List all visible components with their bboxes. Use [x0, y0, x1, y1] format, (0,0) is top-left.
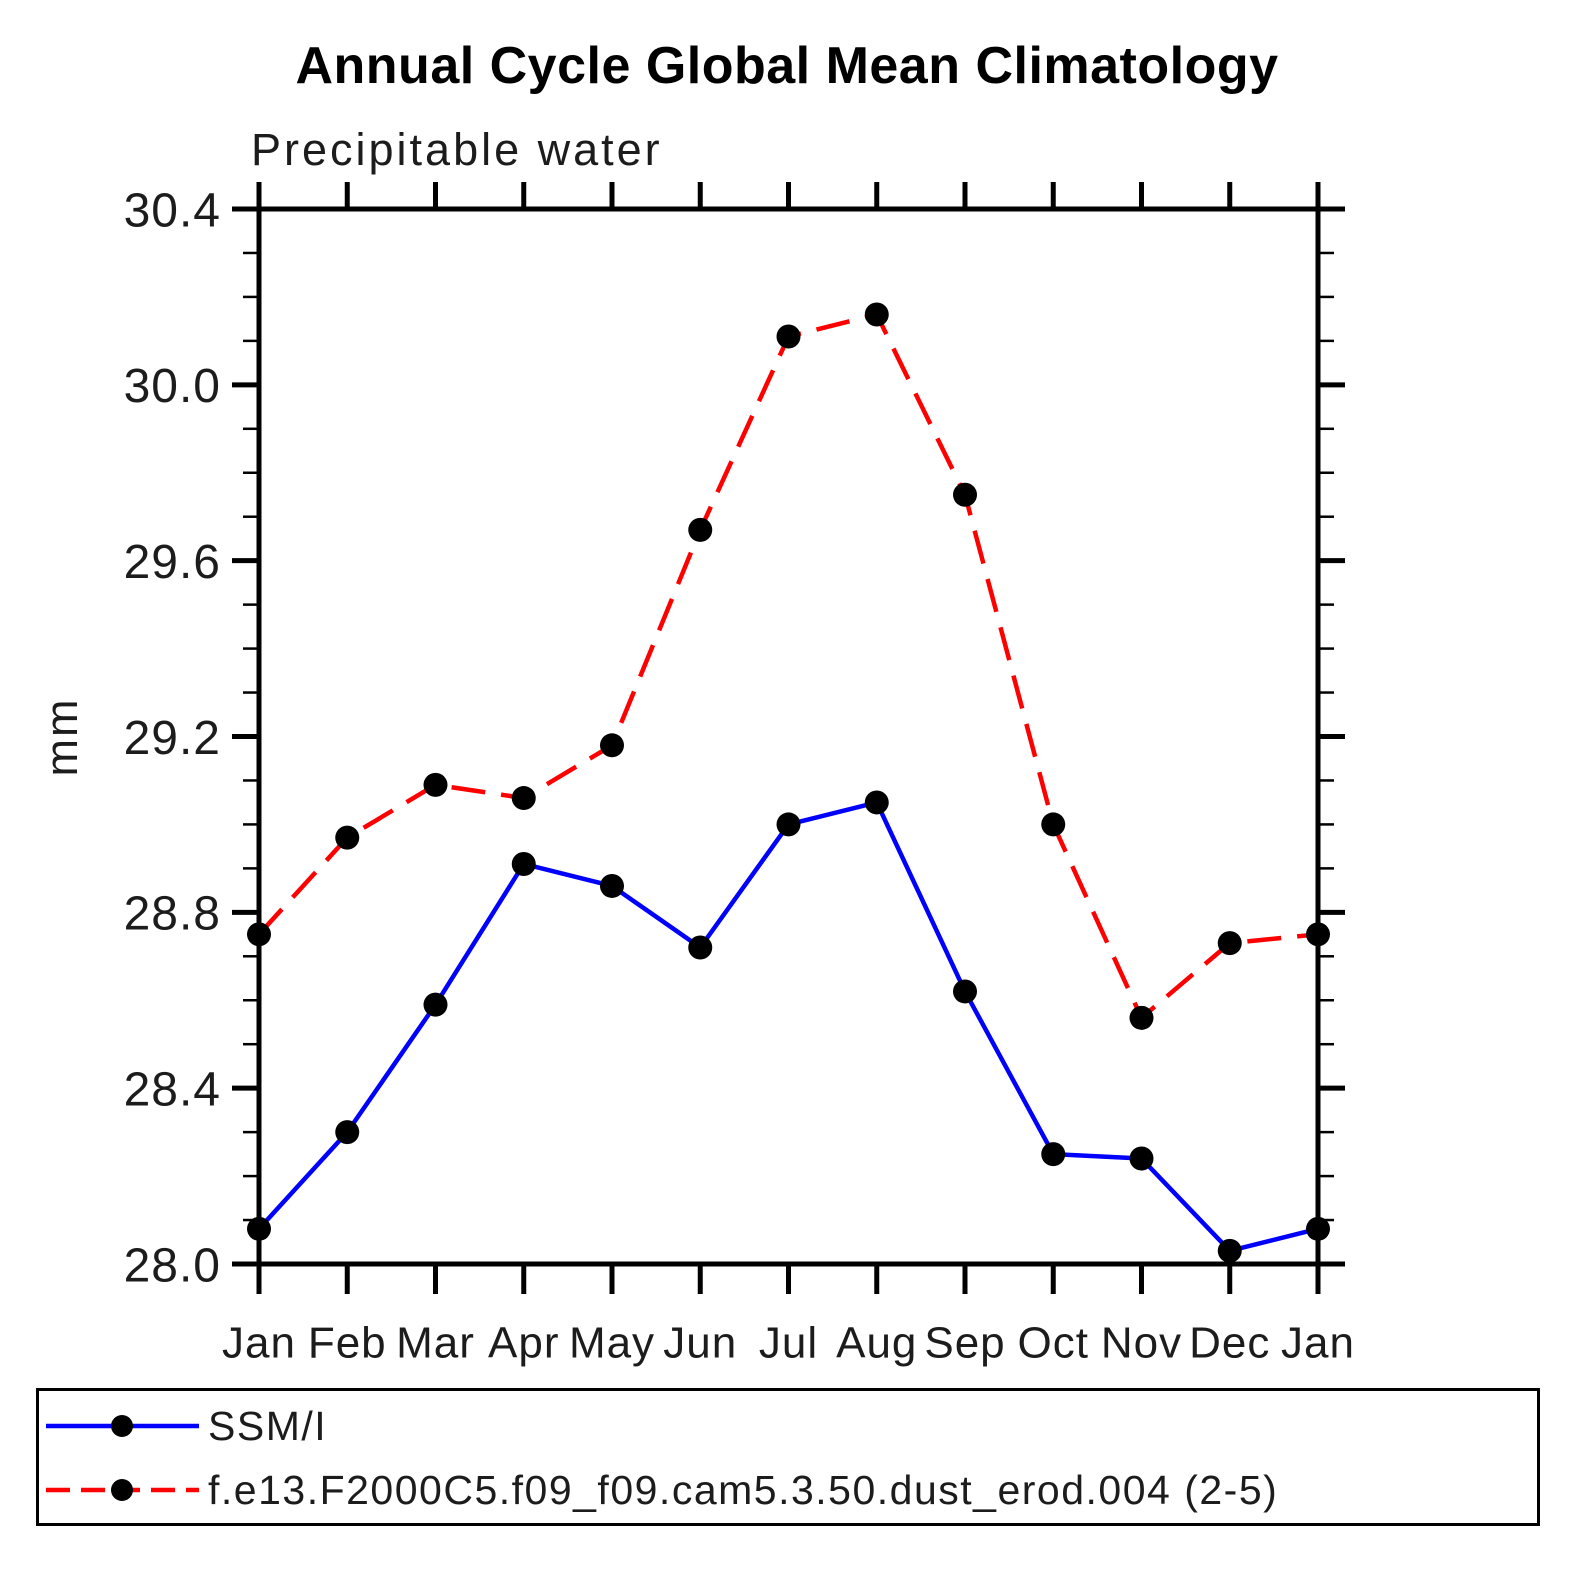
data-point-marker — [1041, 812, 1066, 837]
y-tick-label: 30.0 — [124, 360, 221, 413]
data-point-marker — [1217, 1238, 1242, 1263]
data-point-marker — [953, 482, 977, 507]
data-point-marker — [688, 517, 713, 542]
data-point-marker — [953, 979, 977, 1004]
series-line-obs — [257, 800, 1319, 1254]
data-point-marker — [776, 812, 801, 837]
x-tick-label: Mar — [396, 1319, 475, 1368]
data-point-marker — [423, 992, 448, 1017]
data-point-marker — [1306, 922, 1330, 947]
y-tick-label: 28.0 — [124, 1239, 221, 1292]
x-tick-label: May — [569, 1319, 655, 1368]
data-point-marker — [1129, 1146, 1154, 1171]
series-line-model — [257, 312, 1319, 1021]
x-tick-label: Jul — [759, 1319, 818, 1368]
chart-subtitle: Precipitable water — [251, 124, 663, 175]
data-point-marker — [1217, 931, 1242, 956]
data-point-marker — [511, 786, 536, 811]
data-point-marker — [1041, 1142, 1066, 1167]
data-point-marker — [335, 825, 360, 850]
legend-label-model: f.e13.F2000C5.f09_f09.cam5.3.50.dust_ero… — [208, 1466, 1279, 1513]
legend-label-obs: SSM/I — [208, 1402, 328, 1449]
x-tick-label: Feb — [308, 1319, 387, 1368]
legend-swatch-solid-line — [46, 1415, 199, 1437]
x-tick-label: Dec — [1189, 1319, 1270, 1368]
data-point-marker — [247, 1216, 271, 1241]
legend-item-obs: SSM/I — [44, 1403, 327, 1449]
y-tick-label: 30.4 — [124, 184, 221, 237]
data-point-marker — [864, 790, 889, 815]
x-tick-label: Sep — [924, 1319, 1005, 1368]
y-tick-label: 28.4 — [124, 1063, 221, 1116]
data-point-marker — [600, 873, 624, 898]
axis-box — [256, 206, 1321, 1267]
x-tick-label: Nov — [1101, 1319, 1182, 1368]
y-tick-label: 29.6 — [124, 536, 221, 589]
x-tick-label: Apr — [488, 1319, 559, 1368]
data-point-marker — [247, 922, 271, 947]
legend-item-model: f.e13.F2000C5.f09_f09.cam5.3.50.dust_ero… — [44, 1467, 1278, 1513]
x-tick-label: Aug — [836, 1319, 917, 1368]
data-point-marker — [1306, 1216, 1330, 1241]
x-tick-label: Jun — [663, 1319, 737, 1368]
y-tick-label: 29.2 — [124, 712, 221, 765]
data-point-marker — [511, 851, 536, 876]
data-point-marker — [1129, 1005, 1154, 1030]
y-tick-label: 28.8 — [124, 888, 221, 941]
x-tick-label: Jan — [222, 1319, 296, 1368]
legend-box: SSM/I f.e13.F2000C5.f09_f09.cam5.3.50.du… — [36, 1388, 1540, 1526]
data-point-marker — [688, 935, 713, 960]
data-point-marker — [335, 1120, 360, 1145]
data-point-marker — [776, 324, 801, 349]
data-point-marker — [600, 733, 624, 758]
data-point-marker — [864, 302, 889, 327]
chart-title: Annual Cycle Global Mean Climatology — [295, 37, 1279, 95]
x-tick-label: Oct — [1018, 1319, 1089, 1368]
legend-swatch-dashed-line — [46, 1479, 199, 1501]
x-tick-label: Jan — [1281, 1319, 1355, 1368]
data-point-marker — [423, 772, 448, 797]
